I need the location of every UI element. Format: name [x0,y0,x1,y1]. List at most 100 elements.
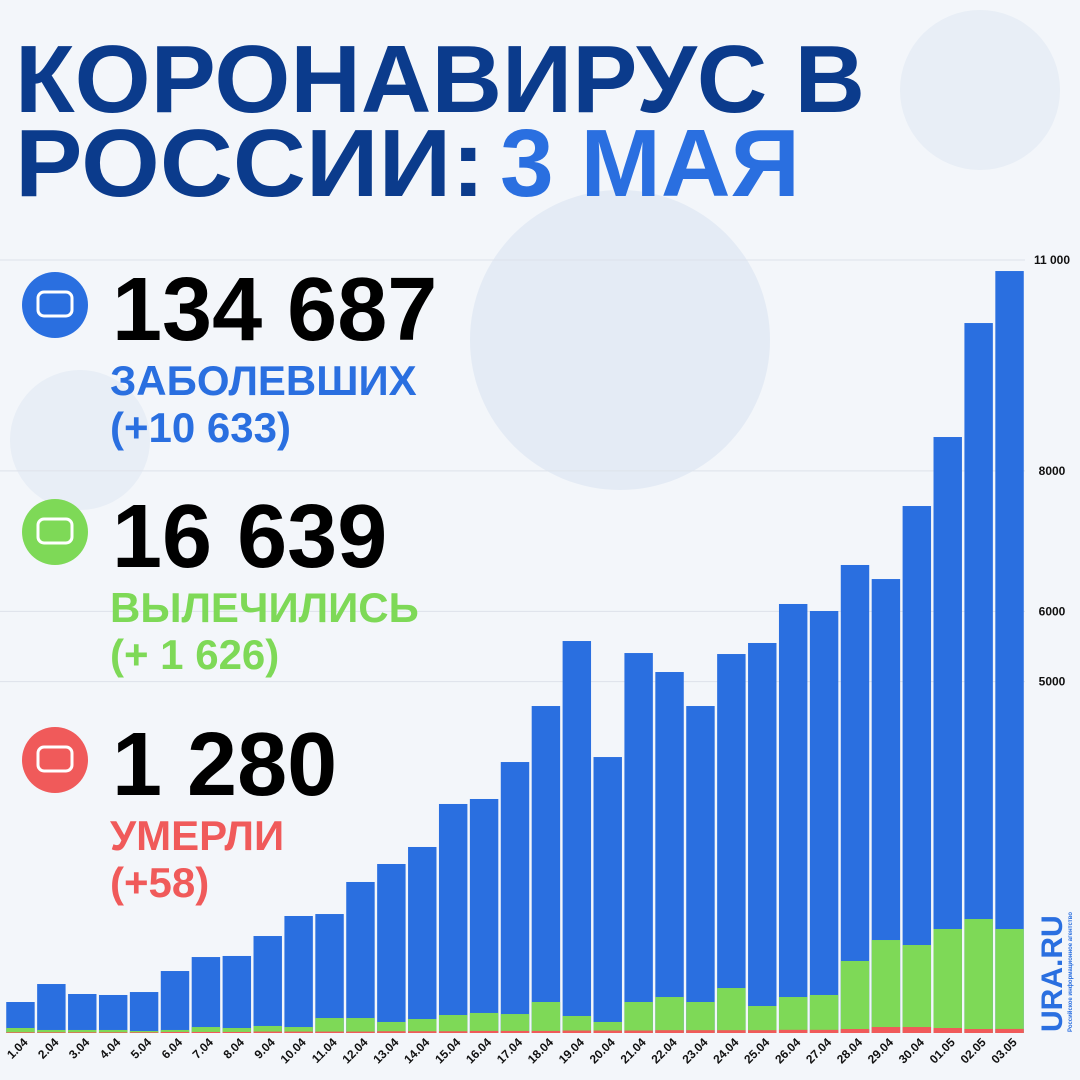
bar [778,1029,808,1033]
bar [129,1031,159,1033]
bar [191,957,221,1033]
bar [160,1031,190,1033]
bar [408,1019,437,1033]
bar [624,1030,653,1033]
bar [191,1031,221,1033]
bar [840,1028,870,1033]
bar [160,1029,190,1033]
bar [68,993,97,1033]
bar [717,1030,746,1033]
logo: URA.RU [1036,915,1069,1032]
bar [871,1027,901,1033]
bar [500,1030,530,1033]
bar [562,1030,592,1033]
bar [253,1025,282,1033]
bar [377,1031,406,1033]
stat-value: 1 280 [112,715,337,815]
bar [964,1028,993,1033]
logo-tagline: Российское информационное агентство [1067,912,1074,1032]
bar [346,881,375,1033]
bar [98,1032,128,1033]
bar [6,1032,35,1033]
decoration [10,10,1060,510]
bar [68,1029,97,1033]
bar [531,1002,561,1033]
bar [717,654,746,1033]
bar [438,1031,468,1033]
bar [748,1030,777,1033]
title-line1: КОРОНАВИРУС В [15,26,865,133]
bar [686,1030,715,1033]
bar [933,1028,962,1033]
bar [222,1028,252,1033]
bar [315,914,344,1033]
bar [624,1002,653,1033]
bar [253,936,282,1033]
bar [284,915,313,1033]
bar [593,1021,622,1033]
bar [964,323,993,1033]
stat-change: (+10 633) [110,404,291,451]
bar [37,984,66,1033]
bar [408,1031,437,1033]
bar [222,955,252,1033]
stat-label: УМЕРЛИ [110,812,284,859]
stat-icon-glyph [36,745,74,773]
bar [840,564,870,1033]
y-tick-label: 5000 [1039,675,1066,689]
stat-value: 16 639 [112,487,387,587]
bar [933,928,962,1033]
bar [469,1012,499,1033]
bar [37,1029,66,1033]
stat-change: (+ 1 626) [110,631,279,678]
bar [593,1030,622,1033]
y-tick-label: 6000 [1039,604,1066,618]
stat-icon-glyph [36,290,74,318]
bar [902,1027,932,1033]
bar [871,940,901,1033]
bar [346,1018,375,1033]
bar [408,846,437,1033]
bar [995,1028,1024,1033]
bar [655,997,684,1033]
bar [531,1030,561,1033]
bar [840,960,870,1033]
bar [686,1002,715,1033]
bar [284,1031,313,1033]
bar [315,1018,344,1033]
bar [469,798,499,1033]
bar [964,919,993,1033]
bar [655,1030,684,1033]
bar [346,1031,375,1033]
bar [717,988,746,1033]
bar [809,994,839,1033]
bar [129,992,159,1033]
bar [98,994,128,1033]
bar [377,1021,406,1033]
stat-label: ЗАБОЛЕВШИХ [110,357,417,404]
bar [995,271,1024,1033]
bar [531,706,561,1033]
bar [562,1015,592,1033]
bar [562,641,592,1033]
stat-value: 134 687 [112,260,437,360]
title-date: 3 МАЯ [500,110,800,217]
bar [500,1014,530,1033]
bar [37,1032,66,1033]
bar [809,1029,839,1033]
bar [438,1015,468,1033]
stat-label: ВЫЛЕЧИЛИСЬ [110,584,419,631]
bar [160,971,190,1033]
bar [500,762,530,1033]
bar [778,603,808,1033]
bar [438,803,468,1033]
bar [284,1027,313,1033]
bar [902,945,932,1033]
stat-icon [22,499,88,565]
bar [222,1031,252,1033]
bar [191,1027,221,1033]
stat-change: (+58) [110,859,209,906]
